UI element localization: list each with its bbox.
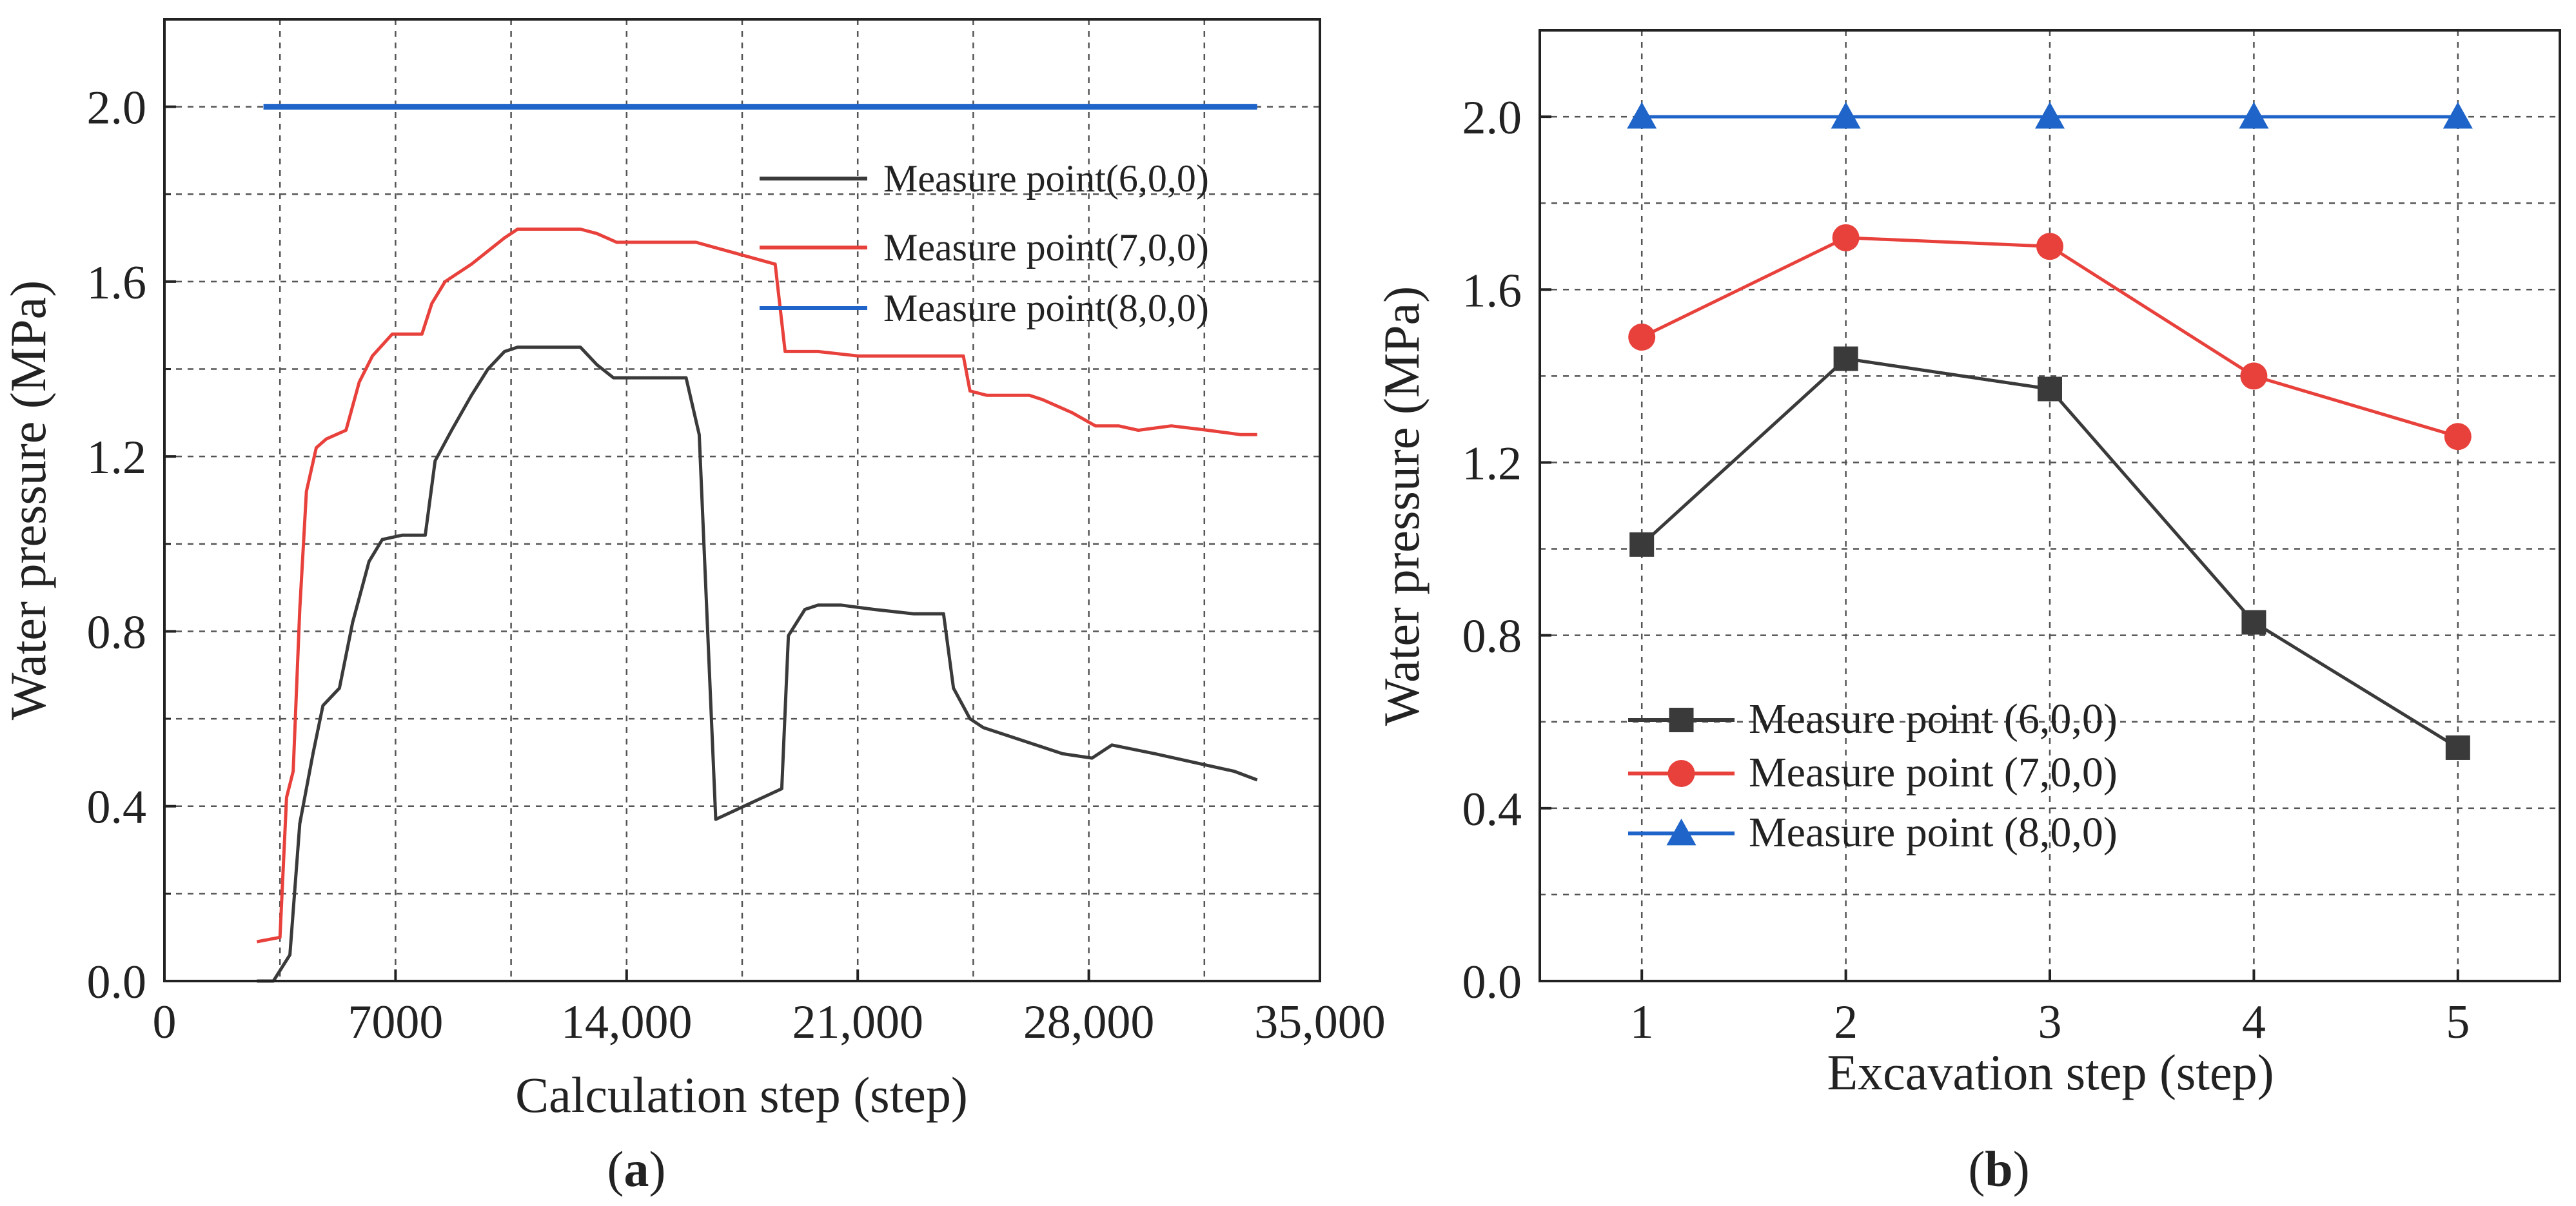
panel-b-series-1-point	[1833, 346, 1858, 371]
panel-a-series-2-line	[256, 228, 1257, 944]
panel-a-y-tick-label: 2.0	[87, 82, 147, 135]
panel-b-y-tick-label: 0.8	[1462, 610, 1522, 663]
panel-b-series-1-point	[1629, 532, 1655, 557]
panel-b-x-tick-label: 3	[2038, 996, 2062, 1049]
panel-label-open-paren: (	[607, 1141, 624, 1197]
panel-b-x-tick-label: 5	[2446, 996, 2470, 1049]
panel-b-legend: Measure point (6,0,0) Measure point (7,0,…	[1628, 695, 2118, 856]
panel-a-x-tick-label: 0	[153, 996, 177, 1049]
panel-b-series-2-point	[1832, 224, 1860, 251]
panel-a-y-axis-title: Water pressure (MPa)	[0, 280, 56, 720]
panel-a-y-tick-label: 1.6	[87, 257, 147, 309]
panel-b-x-tick-label: 2	[1834, 996, 1858, 1049]
panel-b-y-tick-label: 2.0	[1462, 92, 1522, 144]
panel-b-gridlines	[1540, 29, 2560, 981]
panel-b-series-3-point	[1627, 102, 1657, 129]
panel-label-close-paren: )	[649, 1141, 666, 1197]
panel-a-label: (a)	[607, 1141, 666, 1197]
panel-b-y-axis-title: Water pressure (MPa)	[1373, 286, 1430, 726]
panel-a-y-tick-label: 0.4	[87, 781, 147, 834]
panel-a-gridlines	[164, 18, 1320, 981]
panel-b-legend-marker-2	[1667, 760, 1695, 787]
panel-b-series-2-point	[2444, 423, 2472, 451]
panel-a-x-axis-title: Calculation step (step)	[515, 1067, 968, 1123]
panel-a-series-1-line	[257, 345, 1258, 983]
panel-b-y-tick-label: 1.2	[1462, 437, 1522, 490]
panel-a-y-tick-label: 0.8	[87, 606, 147, 659]
panel-b-series-3-point	[2239, 102, 2269, 129]
panel-a-legend: Measure point(6,0,0) Measure point(7,0,0)…	[760, 157, 1209, 329]
panel-label-open-paren: (	[1968, 1141, 1985, 1197]
panel-a-y-tick-label: 1.2	[87, 431, 147, 484]
panel-a-x-tick-label: 7000	[348, 996, 443, 1049]
panel-b-legend-marker-3	[1666, 819, 1696, 846]
panel-b-series-1-point	[2038, 376, 2062, 402]
panel-label-letter: b	[1985, 1141, 2012, 1197]
panel-b-legend-label-1: Measure point (6,0,0)	[1749, 695, 2118, 743]
panel-a-x-tick-label: 14,000	[561, 996, 693, 1049]
panel-a-legend-label-2: Measure point(7,0,0)	[883, 226, 1209, 269]
panel-b-series-3-point	[2035, 102, 2065, 129]
panel-a-x-tick-label: 35,000	[1254, 996, 1386, 1049]
panel-a-axes-frame	[163, 18, 1321, 982]
panel-b-legend-label-3: Measure point (8,0,0)	[1749, 809, 2118, 856]
panel-b-y-tick-label: 1.6	[1462, 264, 1522, 317]
panel-label-close-paren: )	[2013, 1141, 2030, 1197]
panel-b-series-3-point	[2443, 102, 2473, 129]
panel-a-legend-label-3: Measure point(8,0,0)	[883, 287, 1209, 329]
panel-b-series-2-point	[2240, 362, 2268, 390]
panel-b-chart: 1 2 3 4 5 0.0 0.4 0.8 1.2 1.6 2.0 Excavation step (…	[1373, 29, 2561, 1197]
panel-label-letter: a	[624, 1141, 649, 1197]
panel-b-series-3-point	[1831, 102, 1861, 129]
panel-b-series-2-point	[1628, 324, 1656, 351]
panel-b-label: (b)	[1968, 1141, 2029, 1197]
panel-b-series-1-point	[2445, 735, 2470, 760]
panel-b-x-tick-label: 1	[1630, 996, 1654, 1049]
panel-a-y-tick-label: 0.0	[87, 956, 147, 1009]
panel-b-legend-marker-1	[1669, 708, 1694, 732]
panel-a-legend-label-1: Measure point(6,0,0)	[883, 157, 1209, 200]
panel-b-x-tick-label: 4	[2242, 996, 2266, 1049]
panel-a-x-tick-label: 28,000	[1023, 996, 1155, 1049]
panel-a-chart: 0 7000 14,000 21,000 28,000 35,000 0.0 0.4 0.8 1.…	[0, 18, 1386, 1197]
panel-b-y-tick-label: 0.4	[1462, 783, 1522, 836]
panel-b-series-2-point	[2036, 233, 2063, 260]
panel-b-legend-label-2: Measure point (7,0,0)	[1749, 749, 2118, 796]
panel-b-series-1-point	[2241, 610, 2266, 635]
panel-b-x-axis-title: Excavation step (step)	[1827, 1044, 2274, 1100]
panel-a-x-tick-label: 21,000	[792, 996, 923, 1049]
panel-b-y-tick-label: 0.0	[1462, 956, 1522, 1009]
